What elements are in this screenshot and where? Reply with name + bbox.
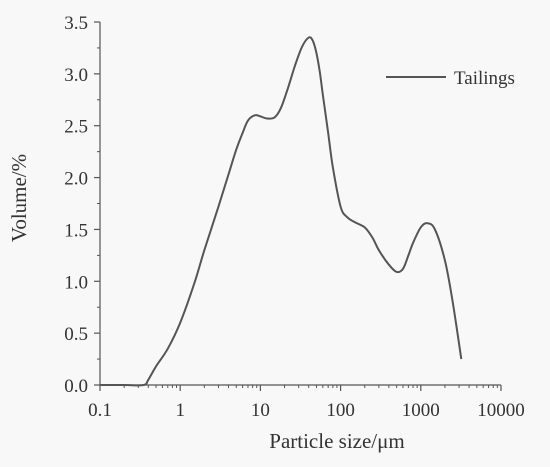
x-tick-label: 10000 [477, 400, 525, 421]
y-tick-label: 1.0 [64, 272, 88, 293]
legend: Tailings [386, 68, 515, 89]
y-tick-label: 3.0 [64, 65, 88, 86]
legend-label-tailings: Tailings [454, 68, 515, 89]
series-line-0 [100, 36, 463, 387]
y-tick-label: 2.5 [64, 117, 88, 138]
y-tick-label: 0.0 [64, 376, 88, 397]
x-tick-label: 100 [326, 400, 355, 421]
x-tick-label: 1 [175, 400, 185, 421]
y-tick-label: 3.5 [64, 13, 88, 34]
y-axis-label: Volume/% [7, 154, 31, 242]
y-tick-label: 1.5 [64, 220, 88, 241]
x-axis-label: Particle size/μm [269, 429, 404, 453]
x-tick-label: 0.1 [88, 400, 112, 421]
x-tick-label: 1000 [402, 400, 440, 421]
y-tick-label: 2.0 [64, 169, 88, 190]
y-tick-label: 0.5 [64, 324, 88, 345]
x-tick-label: 10 [251, 400, 270, 421]
